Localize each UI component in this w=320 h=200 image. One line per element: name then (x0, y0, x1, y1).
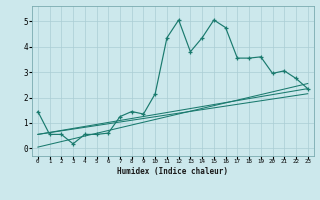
X-axis label: Humidex (Indice chaleur): Humidex (Indice chaleur) (117, 167, 228, 176)
